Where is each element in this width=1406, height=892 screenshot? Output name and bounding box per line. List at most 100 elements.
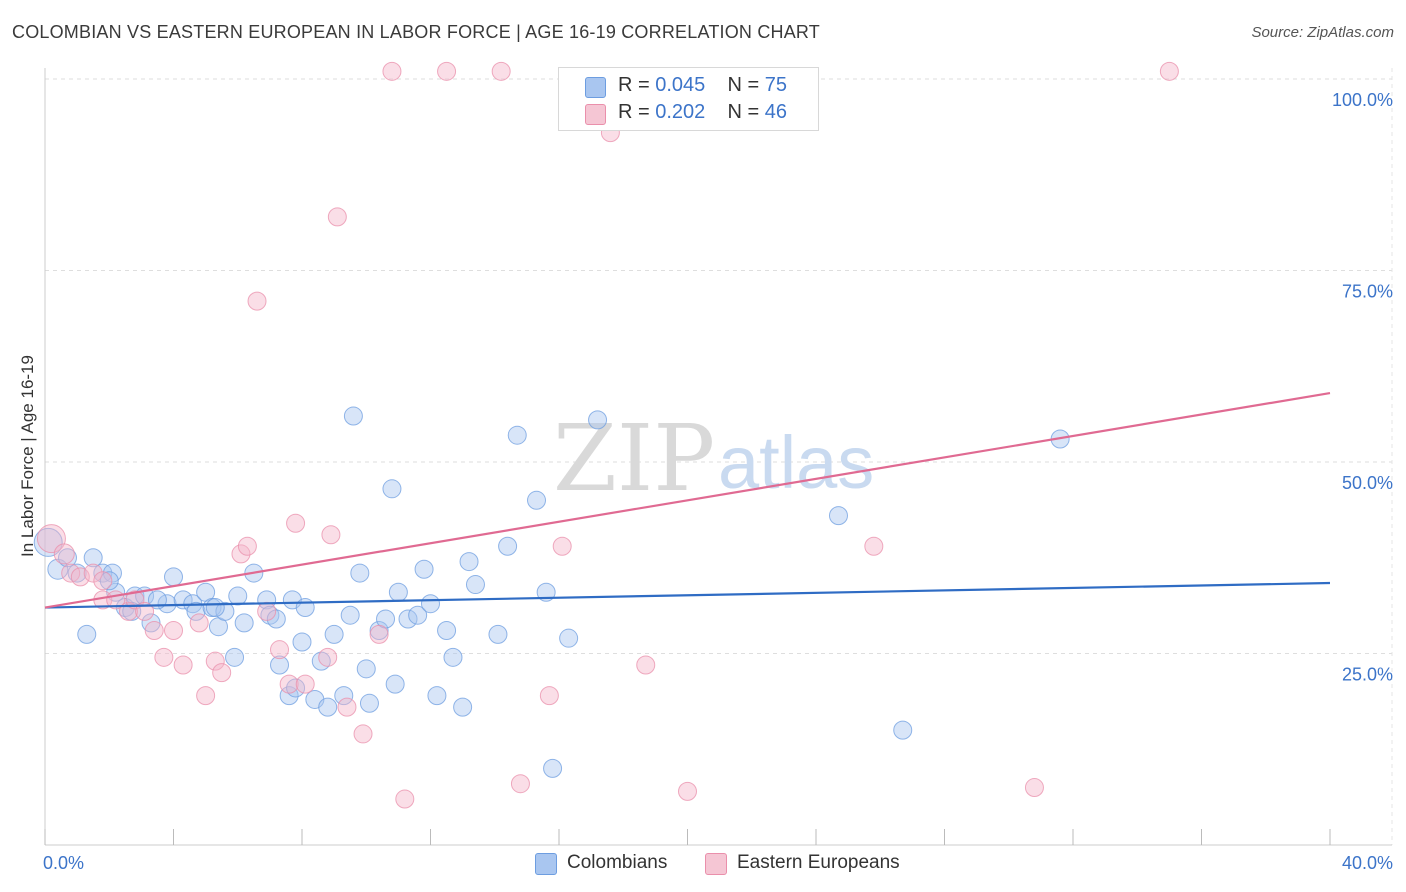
point-eastern-europeans — [321, 525, 341, 545]
point-eastern-europeans — [1159, 61, 1179, 81]
trend-line-colombians — [44, 581, 1331, 609]
point-colombians — [350, 563, 370, 583]
point-colombians — [83, 548, 103, 568]
point-eastern-europeans — [164, 621, 183, 641]
point-colombians — [164, 567, 183, 587]
point-colombians — [443, 647, 463, 667]
bottom-legend-label-eastern-europeans: Eastern Europeans — [737, 852, 900, 873]
point-colombians — [77, 624, 97, 644]
point-colombians — [102, 563, 122, 583]
point-colombians — [498, 536, 518, 556]
point-colombians — [828, 506, 848, 526]
point-eastern-europeans — [353, 724, 373, 744]
watermark-zip: ZIP — [553, 405, 715, 512]
point-eastern-europeans — [382, 61, 402, 81]
point-eastern-europeans — [144, 621, 164, 641]
point-eastern-europeans — [539, 686, 559, 706]
legend-n-label: N = — [727, 101, 760, 123]
legend-r-label: R = — [618, 101, 650, 123]
point-colombians — [295, 598, 315, 618]
point-eastern-europeans — [205, 651, 225, 671]
point-colombians — [356, 659, 376, 679]
legend-n-value: 75 — [764, 74, 788, 96]
point-colombians — [141, 613, 161, 633]
point-colombians — [340, 605, 360, 625]
point-colombians — [543, 758, 563, 778]
point-colombians — [225, 647, 245, 667]
legend-r-value: 0.045 — [655, 74, 706, 96]
point-colombians — [215, 601, 235, 621]
trend-line-eastern-europeans — [44, 391, 1331, 609]
point-colombians — [266, 609, 286, 629]
point-colombians — [57, 548, 77, 568]
point-colombians — [324, 624, 344, 644]
bottom-legend-label-colombians: Colombians — [567, 852, 668, 873]
point-colombians — [408, 605, 428, 625]
point-colombians — [67, 563, 87, 583]
point-colombians — [292, 632, 312, 652]
bottom-legend-swatch-eastern-europeans — [705, 853, 727, 875]
x-tick-label: 0.0% — [43, 853, 84, 873]
point-colombians — [488, 624, 508, 644]
point-colombians — [270, 655, 290, 675]
point-eastern-europeans — [270, 640, 290, 660]
legend-n-value: 46 — [764, 101, 788, 123]
point-colombians — [437, 621, 457, 641]
point-colombians — [157, 594, 177, 614]
point-eastern-europeans — [636, 655, 656, 675]
point-colombians — [893, 720, 913, 740]
point-colombians — [421, 594, 440, 614]
point-eastern-europeans — [279, 674, 299, 694]
point-colombians — [382, 479, 402, 499]
point-colombians — [559, 628, 579, 648]
point-eastern-europeans — [678, 781, 697, 801]
point-colombians — [398, 609, 418, 629]
point-colombians — [234, 613, 254, 633]
point-eastern-europeans — [53, 543, 75, 565]
point-colombians — [93, 563, 113, 583]
point-colombians — [99, 571, 119, 591]
source-credit: Source: ZipAtlas.com — [1251, 24, 1394, 41]
point-eastern-europeans — [864, 536, 884, 556]
y-tick-label: 100.0% — [1332, 90, 1393, 110]
point-eastern-europeans — [295, 674, 315, 694]
legend-swatch-eastern-europeans — [585, 104, 606, 125]
point-eastern-europeans — [135, 601, 155, 621]
point-eastern-europeans — [196, 686, 216, 706]
chart-title: COLOMBIAN VS EASTERN EUROPEAN IN LABOR F… — [12, 22, 820, 42]
point-eastern-europeans — [337, 697, 357, 717]
legend-swatch-colombians — [585, 77, 606, 98]
point-eastern-europeans — [257, 601, 277, 621]
point-eastern-europeans — [83, 563, 103, 583]
point-colombians — [459, 552, 479, 572]
point-eastern-europeans — [437, 61, 457, 81]
point-eastern-europeans — [231, 544, 251, 564]
point-colombians — [385, 674, 405, 694]
y-tick-label: 25.0% — [1342, 665, 1393, 685]
point-colombians — [279, 686, 299, 706]
point-eastern-europeans — [93, 571, 113, 591]
y-tick-label: 75.0% — [1342, 282, 1393, 302]
point-colombians — [186, 601, 206, 621]
point-eastern-europeans — [510, 774, 530, 794]
x-tick-label: 40.0% — [1342, 853, 1393, 873]
point-eastern-europeans — [327, 207, 347, 227]
point-colombians — [465, 575, 485, 595]
point-colombians — [359, 693, 379, 713]
point-colombians — [334, 686, 354, 706]
point-eastern-europeans — [247, 291, 267, 311]
point-colombians — [414, 559, 434, 579]
point-eastern-europeans — [318, 647, 338, 667]
point-colombians — [205, 598, 225, 618]
point-colombians — [427, 686, 447, 706]
point-eastern-europeans — [70, 567, 90, 587]
bottom-legend-swatch-colombians — [535, 853, 557, 875]
point-colombians — [507, 425, 527, 445]
point-eastern-europeans — [395, 789, 415, 809]
point-colombians — [453, 697, 473, 717]
y-tick-label: 50.0% — [1342, 473, 1393, 493]
correlation-legend: R = 0.045 N = 75 R = 0.202 N = 46 — [558, 67, 819, 131]
point-colombians — [343, 406, 363, 426]
point-eastern-europeans — [491, 61, 511, 81]
legend-r-label: R = — [618, 74, 650, 96]
